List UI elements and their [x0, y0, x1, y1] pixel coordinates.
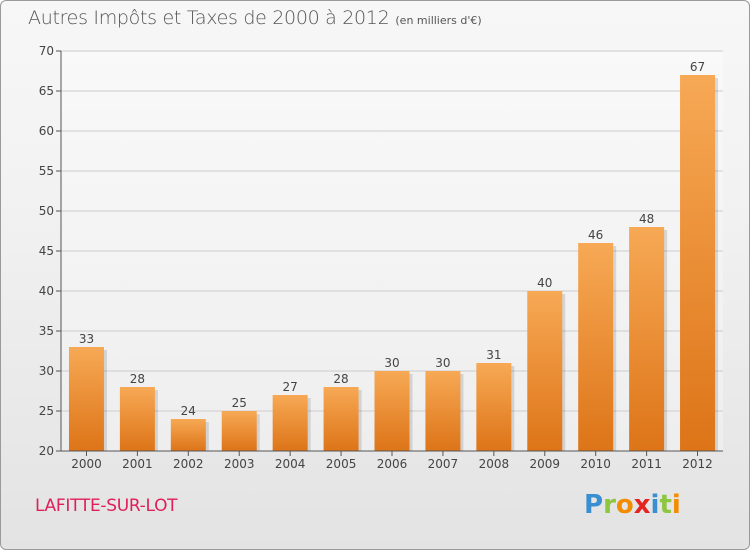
logo-letter: x: [633, 490, 651, 520]
logo-letter: o: [615, 490, 634, 520]
bar: [578, 243, 614, 451]
x-tick-label: 2005: [326, 457, 357, 471]
data-label: 30: [435, 356, 450, 370]
commune-name: LAFITTE-SUR-LOT: [35, 496, 178, 516]
x-tick-label: 2011: [631, 457, 662, 471]
y-tick-label: 25: [39, 404, 54, 418]
logo-letter: P: [584, 490, 604, 520]
bar: [374, 371, 410, 451]
x-tick-label: 2003: [224, 457, 255, 471]
data-label: 28: [333, 372, 348, 386]
data-label: 27: [283, 380, 298, 394]
x-tick-label: 2009: [529, 457, 560, 471]
data-label: 33: [79, 332, 94, 346]
bar: [272, 395, 308, 451]
y-tick-label: 30: [39, 364, 54, 378]
chart-unit: (en milliers d'€): [395, 14, 482, 27]
bar: [323, 387, 359, 451]
data-label: 30: [384, 356, 399, 370]
x-tick-label: 2010: [580, 457, 611, 471]
y-tick-label: 65: [39, 84, 54, 98]
y-tick-label: 55: [39, 164, 54, 178]
data-label: 25: [232, 396, 247, 410]
logo-letter: i: [671, 490, 681, 520]
data-label: 46: [588, 228, 603, 242]
data-label: 24: [181, 404, 196, 418]
y-tick-label: 70: [39, 44, 54, 58]
x-tick-label: 2000: [71, 457, 102, 471]
y-tick-label: 35: [39, 324, 54, 338]
chart-title: Autres Impôts et Taxes de 2000 à 2012 (en…: [28, 7, 482, 29]
chart-title-text: Autres Impôts et Taxes de 2000 à 2012: [28, 7, 390, 29]
bar: [476, 363, 512, 451]
data-label: 40: [537, 276, 552, 290]
y-tick-label: 40: [39, 284, 54, 298]
proxiti-logo[interactable]: Proxiti: [584, 490, 681, 520]
y-tick-label: 45: [39, 244, 54, 258]
bar: [527, 291, 563, 451]
data-label: 31: [486, 348, 501, 362]
data-label: 28: [130, 372, 145, 386]
y-tick-label: 20: [39, 444, 54, 458]
x-tick-label: 2001: [122, 457, 153, 471]
bar: [170, 419, 206, 451]
logo-letter: r: [603, 490, 616, 520]
data-label: 48: [639, 212, 654, 226]
x-tick-label: 2007: [428, 457, 459, 471]
logo-letter: t: [659, 490, 672, 520]
logo-letter: i: [650, 490, 660, 520]
x-tick-label: 2012: [682, 457, 713, 471]
x-tick-label: 2004: [275, 457, 306, 471]
x-tick-label: 2006: [377, 457, 408, 471]
x-tick-label: 2002: [173, 457, 204, 471]
y-tick-label: 50: [39, 204, 54, 218]
y-tick-label: 60: [39, 124, 54, 138]
bar: [680, 75, 716, 451]
x-tick-label: 2008: [479, 457, 510, 471]
data-label: 67: [690, 60, 705, 74]
bar: [221, 411, 257, 451]
bar: [629, 227, 665, 451]
bar: [425, 371, 461, 451]
bar: [119, 387, 155, 451]
bar: [68, 347, 104, 451]
